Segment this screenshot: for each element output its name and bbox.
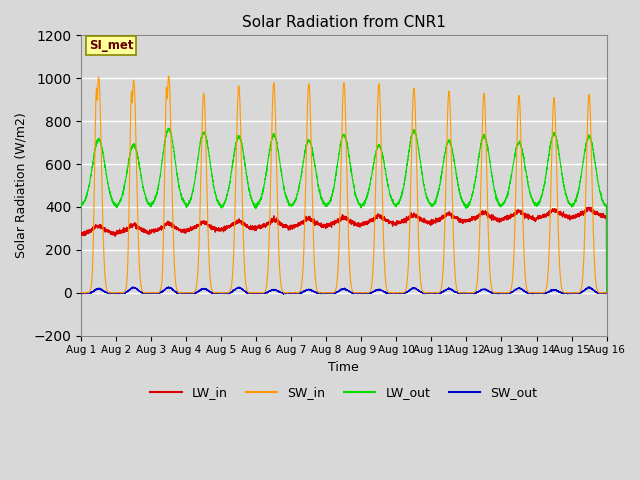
X-axis label: Time: Time [328,361,359,374]
Title: Solar Radiation from CNR1: Solar Radiation from CNR1 [242,15,446,30]
Y-axis label: Solar Radiation (W/m2): Solar Radiation (W/m2) [15,113,28,258]
Legend: LW_in, SW_in, LW_out, SW_out: LW_in, SW_in, LW_out, SW_out [145,382,542,405]
Text: SI_met: SI_met [89,39,134,52]
